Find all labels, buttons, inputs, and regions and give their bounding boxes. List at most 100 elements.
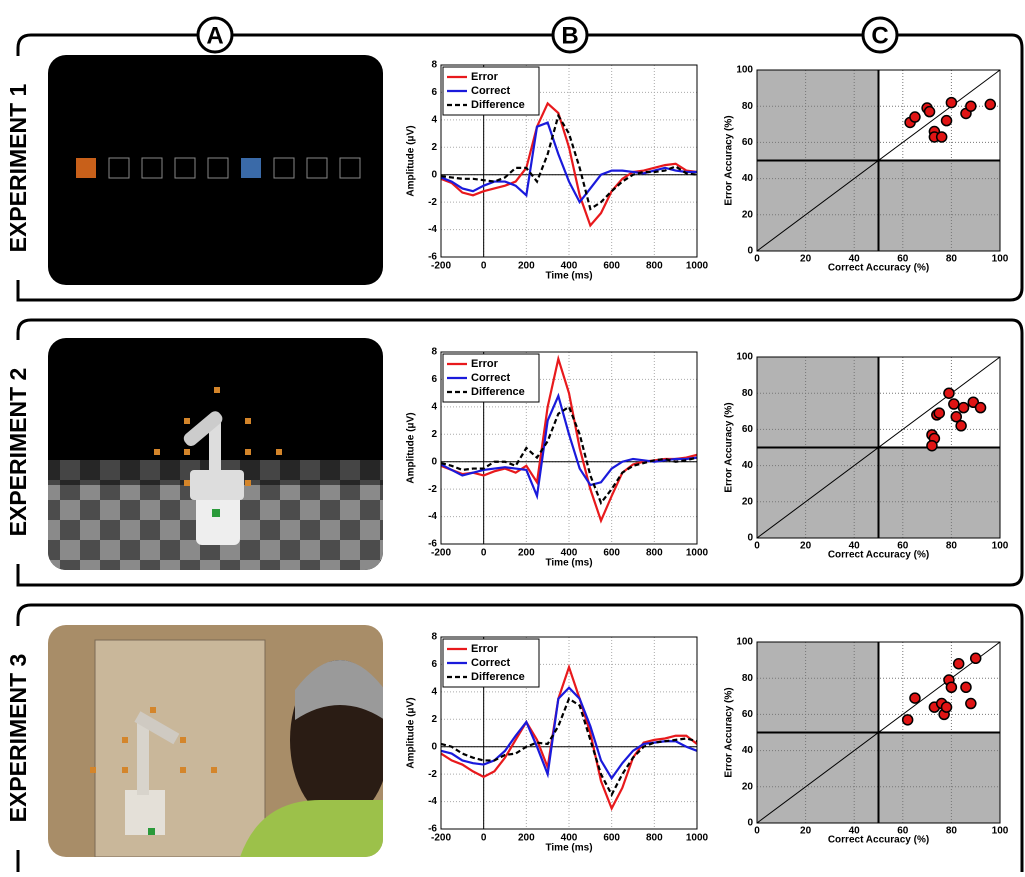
y-tick-label: -4: [428, 796, 437, 807]
x-tick-label: 0: [481, 833, 487, 844]
experiment-label: EXPERIMENT 3: [5, 654, 31, 823]
y-tick-label: 80: [742, 673, 754, 684]
x-tick-label: 0: [481, 548, 487, 559]
y-tick-label: 60: [742, 137, 754, 148]
x-tick-label: 1000: [686, 833, 709, 844]
y-tick-label: 100: [736, 637, 753, 648]
y-axis-label: Amplitude (μV): [406, 697, 417, 768]
x-tick-label: 100: [992, 541, 1009, 552]
x-tick-label: 200: [518, 261, 535, 272]
y-tick-label: 60: [742, 709, 754, 720]
y-tick-label: -2: [428, 769, 437, 780]
y-tick-label: 4: [431, 686, 437, 697]
x-tick-label: 600: [603, 548, 620, 559]
x-tick-label: 800: [646, 833, 663, 844]
virtual-robot-scene: [48, 338, 383, 570]
legend-label: Difference: [471, 386, 525, 398]
y-tick-label: 2: [431, 142, 437, 153]
y-tick-label: 6: [431, 659, 437, 670]
legend-label: Correct: [471, 85, 510, 97]
x-tick-label: 800: [646, 548, 663, 559]
y-axis-label: Error Accuracy (%): [724, 115, 735, 205]
y-tick-label: 0: [431, 456, 437, 467]
point: [927, 441, 937, 451]
y-tick-label: 4: [431, 114, 437, 125]
y-tick-label: 0: [747, 533, 753, 544]
point: [910, 693, 920, 703]
legend-label: Difference: [471, 671, 525, 683]
y-tick-label: 6: [431, 374, 437, 385]
y-axis-label: Amplitude (μV): [406, 412, 417, 483]
x-tick-label: 20: [800, 541, 812, 552]
y-axis-label: Error Accuracy (%): [724, 402, 735, 492]
legend-label: Error: [471, 71, 499, 83]
y-tick-label: -4: [428, 224, 437, 235]
x-tick-label: 20: [800, 826, 812, 837]
y-tick-label: 20: [742, 209, 754, 220]
point: [966, 101, 976, 111]
x-tick-label: 600: [603, 261, 620, 272]
panel-label: A: [206, 22, 223, 49]
point: [956, 421, 966, 431]
panel-label: B: [561, 22, 578, 49]
legend-label: Error: [471, 358, 499, 370]
y-tick-label: 20: [742, 496, 754, 507]
shaded-region: [757, 357, 879, 448]
x-axis-label: Time (ms): [545, 271, 592, 282]
x-tick-label: 80: [946, 826, 958, 837]
y-tick-label: 2: [431, 429, 437, 440]
point: [946, 682, 956, 692]
y-tick-label: 40: [742, 460, 754, 471]
y-tick-label: -4: [428, 511, 437, 522]
y-tick-label: -2: [428, 197, 437, 208]
y-tick-label: 60: [742, 424, 754, 435]
y-tick-label: 4: [431, 401, 437, 412]
point: [959, 403, 969, 413]
y-tick-label: 0: [747, 246, 753, 257]
x-tick-label: 100: [992, 254, 1009, 265]
y-tick-label: -2: [428, 484, 437, 495]
panel-label: C: [871, 22, 888, 49]
legend-label: Error: [471, 643, 499, 655]
x-tick-label: 80: [946, 541, 958, 552]
x-tick-label: 200: [518, 548, 535, 559]
physical-robot-photo: [48, 625, 390, 857]
experiment-label: EXPERIMENT 1: [5, 83, 31, 252]
y-tick-label: 8: [431, 632, 437, 643]
y-tick-label: 6: [431, 87, 437, 98]
point: [944, 388, 954, 398]
point: [976, 403, 986, 413]
point: [910, 112, 920, 122]
point: [961, 682, 971, 692]
point: [966, 699, 976, 709]
stimulus-screen: [48, 55, 383, 285]
y-tick-label: 40: [742, 173, 754, 184]
x-axis-label: Time (ms): [545, 558, 592, 569]
x-tick-label: 0: [754, 826, 760, 837]
point: [954, 659, 964, 669]
x-tick-label: 0: [754, 254, 760, 265]
x-tick-label: 20: [800, 254, 812, 265]
point: [925, 107, 935, 117]
y-tick-label: 100: [736, 65, 753, 76]
y-tick-label: -6: [428, 539, 437, 550]
figure: EXPERIMENT 1 EXPERIMENT 2 EXPERIMENT 3 A B C -…: [0, 0, 1025, 872]
shaded-region: [757, 642, 879, 733]
x-tick-label: 1000: [686, 548, 709, 559]
x-tick-label: 0: [481, 261, 487, 272]
y-tick-label: 40: [742, 745, 754, 756]
x-tick-label: 200: [518, 833, 535, 844]
point: [903, 715, 913, 725]
x-axis-label: Correct Accuracy (%): [828, 835, 929, 846]
y-tick-label: 8: [431, 347, 437, 358]
x-tick-label: 100: [992, 826, 1009, 837]
y-tick-label: 2: [431, 714, 437, 725]
shaded-region: [757, 70, 879, 161]
x-axis-label: Correct Accuracy (%): [828, 550, 929, 561]
point: [946, 98, 956, 108]
experiment-label: EXPERIMENT 2: [5, 368, 31, 537]
y-tick-label: -6: [428, 252, 437, 263]
y-axis-label: Amplitude (μV): [406, 125, 417, 196]
y-tick-label: 80: [742, 388, 754, 399]
x-tick-label: 80: [946, 254, 958, 265]
